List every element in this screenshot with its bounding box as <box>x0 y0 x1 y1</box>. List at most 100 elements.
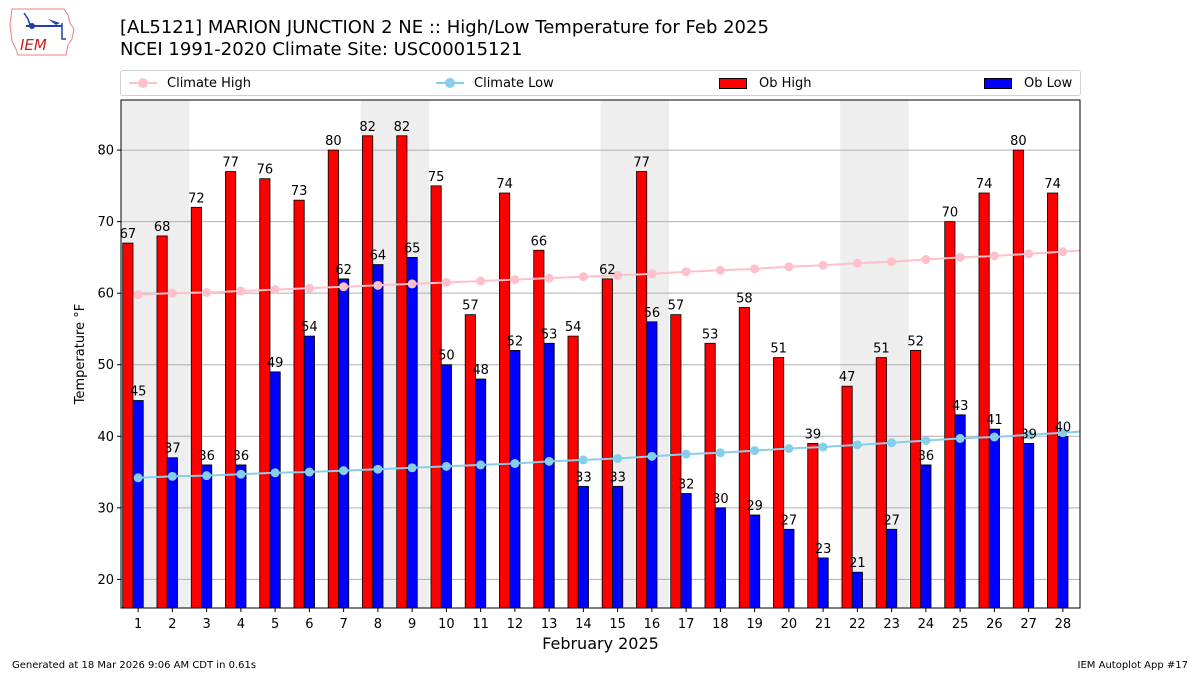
ob-low-bar <box>646 321 658 609</box>
ob-low-label: 21 <box>849 556 866 571</box>
ob-low-bar <box>475 378 487 609</box>
y-tick-label: 30 <box>97 501 114 516</box>
x-tick-label: 24 <box>918 617 935 632</box>
ob-high-bar <box>738 307 750 609</box>
ob-high-label: 57 <box>668 299 685 314</box>
weekend-shade <box>634 100 669 608</box>
ob-low-label: 33 <box>609 470 626 485</box>
ob-high-label: 54 <box>565 320 582 335</box>
climate-high-point <box>407 279 417 289</box>
ob-high-bar <box>601 278 613 609</box>
legend-label: Climate Low <box>474 75 554 91</box>
climate-high-point <box>441 277 451 287</box>
climate-high-point <box>476 276 486 286</box>
y-tick-label: 20 <box>97 573 114 588</box>
climate-low-point <box>921 436 931 446</box>
ob-high-label: 70 <box>942 206 959 221</box>
ob-low-label: 48 <box>472 363 489 378</box>
ob-high-bar <box>464 314 476 609</box>
climate-high-point <box>921 255 931 265</box>
ob-high-bar <box>293 199 305 609</box>
weekend-shading <box>121 100 909 608</box>
climate-high-point <box>373 280 383 290</box>
ob-high-bar <box>225 171 237 609</box>
weekend-shade <box>121 100 156 608</box>
x-tick-label: 25 <box>952 617 969 632</box>
ob-low-label: 33 <box>575 470 592 485</box>
iem-logo: IEM <box>9 8 75 56</box>
x-tick-label: 17 <box>678 617 695 632</box>
ob-low-label: 36 <box>233 449 250 464</box>
ob-low-bar <box>988 428 1000 609</box>
ob-high-bar <box>978 192 990 609</box>
climate-high-point <box>750 264 760 274</box>
climate-high-point <box>681 267 691 277</box>
weekend-shade <box>395 100 430 608</box>
climate-high-point <box>270 285 280 295</box>
climate-low-line-icon <box>436 74 464 92</box>
climate-high-point <box>544 273 554 283</box>
ob-low-label: 37 <box>164 442 181 457</box>
ob-low-bar <box>269 371 281 609</box>
ob-high-bar <box>430 185 442 609</box>
x-tick-label: 11 <box>472 617 489 632</box>
climate-high-line-icon <box>129 74 157 92</box>
ob-high-label: 68 <box>154 220 171 235</box>
x-tick-label: 10 <box>438 617 455 632</box>
ob-low-bar <box>577 485 589 609</box>
ob-high-label: 82 <box>359 120 376 135</box>
ob-low-label: 49 <box>267 356 284 371</box>
climate-low-point <box>750 446 760 456</box>
x-tick-label: 19 <box>746 617 763 632</box>
climate-high-point <box>578 272 588 282</box>
climate-high-point <box>613 270 623 280</box>
y-tick-label: 60 <box>97 287 114 302</box>
ob-high-bar <box>190 206 202 609</box>
bars <box>122 135 1069 609</box>
ob-low-bar <box>1023 443 1035 609</box>
climate-low-point <box>304 467 314 477</box>
climate-low-point <box>373 464 383 474</box>
ob-low-bar <box>612 485 624 609</box>
x-tick-label: 16 <box>644 617 661 632</box>
ob-low-label: 27 <box>883 513 900 528</box>
ob-low-label: 62 <box>335 263 352 278</box>
ob-high-bar <box>773 357 785 609</box>
climate-high-point <box>818 260 828 270</box>
chart-subtitle: NCEI 1991-2020 Climate Site: USC00015121 <box>120 39 523 60</box>
x-tick-label: 23 <box>883 617 900 632</box>
x-tick-label: 12 <box>507 617 524 632</box>
ob-low-bar <box>680 493 692 609</box>
ob-high-label: 76 <box>257 163 274 178</box>
ob-low-bar <box>714 507 726 609</box>
climate-low-point <box>510 458 520 468</box>
x-tick-label: 3 <box>202 617 210 632</box>
ob-low-bar <box>440 364 452 609</box>
climate-high-point <box>167 288 177 298</box>
climate-low-point <box>270 468 280 478</box>
climate-low-point <box>339 466 349 476</box>
bar-labels: 67 45 68 37 72 36 77 36 76 49 73 54 80 62 82 64 82 65 75 50… <box>120 120 1072 571</box>
ob-high-bar <box>533 249 545 609</box>
ob-low-label: 27 <box>781 513 798 528</box>
ob-high-label: 58 <box>736 291 753 306</box>
climate-high-point <box>887 257 897 267</box>
ob-low-bar <box>166 457 178 609</box>
ob-high-label: 57 <box>462 299 479 314</box>
ob-high-bar <box>567 335 579 609</box>
app-credit: IEM Autoplot App #17 <box>1077 660 1188 671</box>
y-tick-label: 80 <box>97 144 114 159</box>
ob-low-label: 40 <box>1055 420 1072 435</box>
x-tick-label: 21 <box>815 617 832 632</box>
climate-low-point <box>578 455 588 465</box>
climate-high-point <box>236 286 246 296</box>
legend-climate-high: Climate High <box>129 74 251 92</box>
ob-high-bar <box>910 350 922 609</box>
ob-low-label: 39 <box>1020 427 1037 442</box>
ob-low-bar <box>406 257 418 609</box>
ob-high-label: 74 <box>976 177 993 192</box>
legend-label: Ob Low <box>1024 75 1073 91</box>
legend-climate-low: Climate Low <box>436 74 554 92</box>
climate-low-point <box>647 451 657 461</box>
